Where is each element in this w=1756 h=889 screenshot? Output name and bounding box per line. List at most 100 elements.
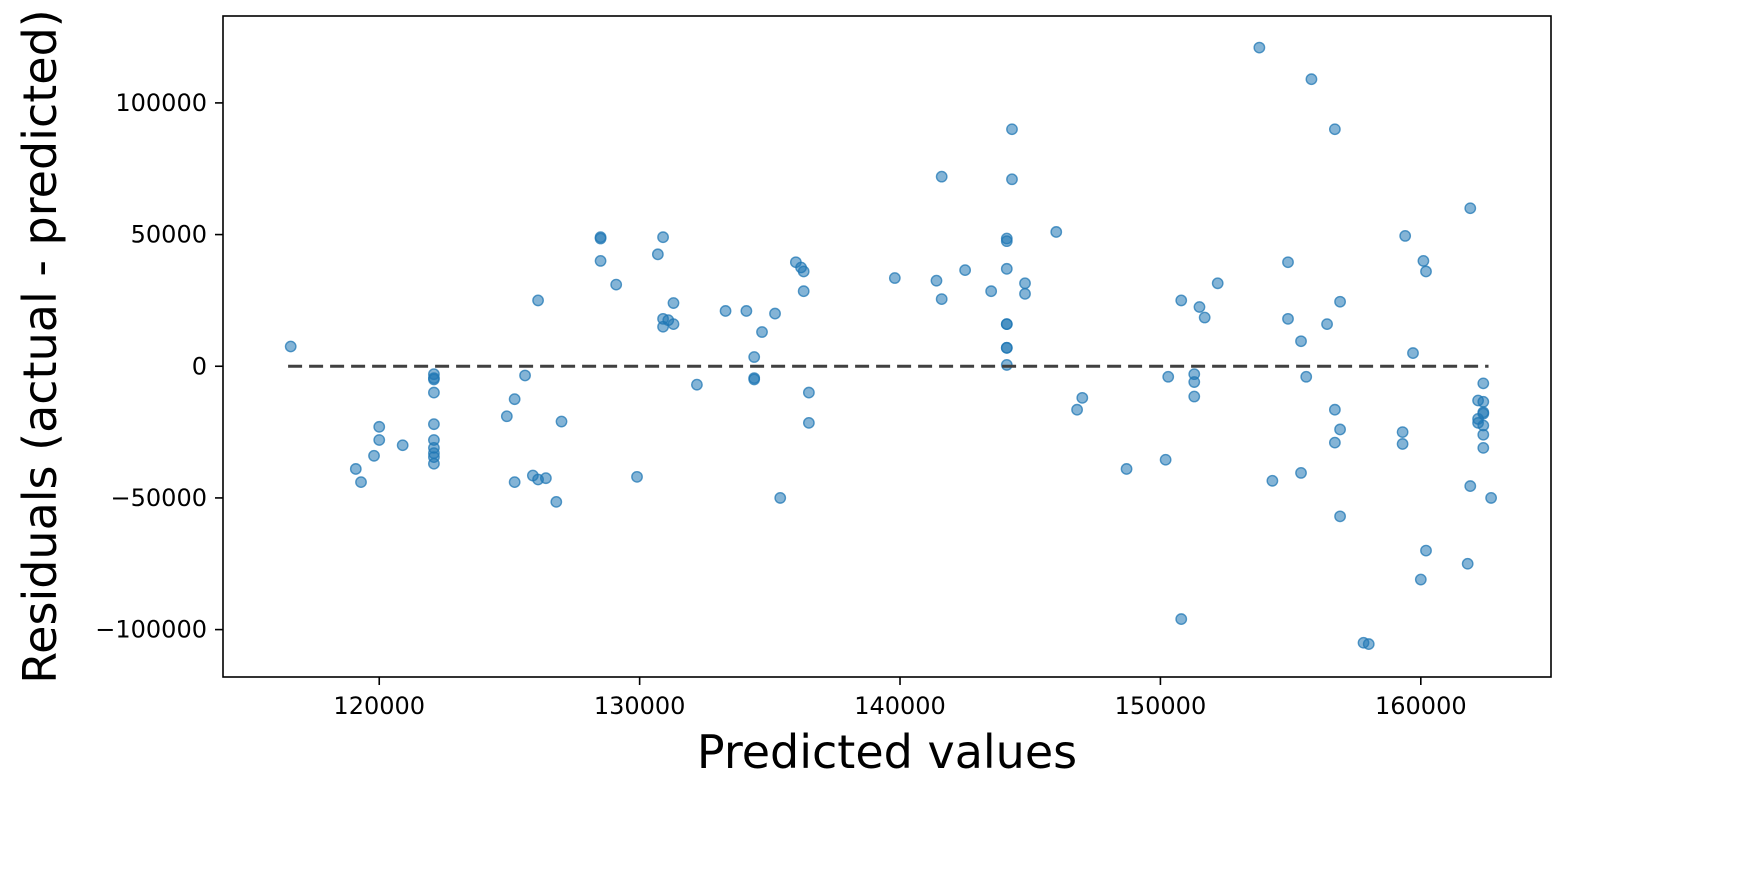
scatter-point-98 — [1334, 295, 1346, 308]
scatter-point-46 — [769, 307, 781, 320]
y-tick-label-3: 50000 — [131, 221, 207, 249]
scatter-point-39 — [691, 378, 703, 391]
scatter-point-11 — [428, 418, 440, 431]
scatter-point-88 — [1282, 256, 1294, 269]
scatter-point-70 — [1019, 277, 1031, 290]
y-tick-label-1: −50000 — [111, 484, 207, 512]
scatter-point-26 — [555, 415, 568, 428]
scatter-point-81 — [1188, 376, 1201, 388]
x-tick-label-2: 140000 — [854, 692, 946, 720]
x-tick-label-0: 120000 — [333, 692, 425, 720]
scatter-point-113 — [1464, 202, 1477, 215]
scatter-point-42 — [748, 351, 761, 363]
plot-area-frame — [222, 15, 1552, 678]
scatter-point-100 — [1334, 510, 1346, 523]
scatter-point-122 — [1477, 428, 1490, 441]
scatter-point-87 — [1266, 474, 1279, 487]
scatter-point-89 — [1282, 312, 1294, 325]
scatter-point-58 — [959, 264, 972, 277]
scatter-point-107 — [1414, 573, 1427, 586]
x-axis-label: Predicted values — [697, 725, 1077, 779]
scatter-point-32 — [651, 248, 664, 261]
x-axis-ticks: 120000 130000 140000 150000 160000 — [333, 677, 1467, 720]
scatter-point-55 — [930, 274, 943, 287]
scatter-point-78 — [1175, 294, 1188, 307]
scatter-point-30 — [610, 278, 623, 291]
scatter-point-90 — [1295, 467, 1307, 479]
y-tick-label-2: 0 — [192, 352, 207, 380]
scatter-point-95 — [1328, 123, 1341, 136]
scatter-point-44 — [748, 373, 761, 386]
scatter-point-85 — [1211, 277, 1224, 290]
x-tick-label-1: 130000 — [594, 692, 686, 720]
scatter-point-22 — [532, 294, 544, 307]
x-tick-label-4: 160000 — [1375, 692, 1467, 720]
scatter-point-96 — [1328, 403, 1341, 416]
scatter-point-83 — [1193, 301, 1206, 313]
scatter-point-19 — [508, 476, 521, 489]
scatter-point-29 — [594, 255, 607, 267]
scatter-point-38 — [667, 318, 680, 331]
scatter-point-106 — [1407, 347, 1419, 359]
scatter-point-124 — [1485, 492, 1498, 504]
scatter-point-117 — [1477, 377, 1490, 390]
scatter-point-51 — [797, 285, 810, 298]
scatter-point-82 — [1188, 390, 1201, 403]
scatter-point-4 — [373, 420, 386, 433]
scatter-point-33 — [657, 231, 669, 244]
scatter-point-20 — [519, 369, 531, 382]
scatter-point-112 — [1464, 480, 1477, 492]
scatter-point-61 — [1000, 235, 1013, 248]
scatter-point-104 — [1396, 438, 1409, 450]
scatter-point-91 — [1295, 335, 1307, 348]
scatter-point-24 — [539, 472, 552, 485]
scatter-point-77 — [1162, 370, 1175, 383]
scatter-point-68 — [1006, 123, 1018, 136]
scatter-point-108 — [1417, 255, 1430, 267]
y-axis-label: Residuals (actual - predicted) — [13, 9, 67, 683]
scatter-point-56 — [935, 293, 948, 305]
scatter-point-25 — [550, 495, 563, 508]
scatter-point-84 — [1198, 311, 1211, 324]
scatter-point-31 — [631, 470, 643, 483]
data-marks — [284, 41, 1498, 650]
scatter-point-72 — [1050, 226, 1063, 238]
scatter-point-99 — [1334, 423, 1346, 436]
scatter-point-71 — [1019, 287, 1031, 300]
scatter-point-1 — [349, 463, 362, 475]
scatter-point-110 — [1420, 544, 1432, 557]
scatter-point-6 — [396, 439, 409, 452]
y-axis-ticks: −100000 −50000 0 50000 100000 — [95, 89, 223, 644]
scatter-point-79 — [1175, 613, 1188, 625]
scatter-point-111 — [1461, 557, 1474, 570]
scatter-point-28 — [594, 232, 607, 245]
scatter-point-97 — [1328, 436, 1341, 449]
scatter-point-53 — [802, 416, 815, 429]
scatter-point-102 — [1362, 638, 1375, 650]
scatter-point-17 — [500, 410, 513, 423]
scatter-point-2 — [355, 476, 367, 489]
x-tick-label-3: 150000 — [1115, 692, 1207, 720]
scatter-point-59 — [985, 285, 998, 298]
scatter-point-62 — [1000, 262, 1013, 275]
scatter-point-93 — [1305, 73, 1318, 86]
scatter-point-40 — [719, 305, 732, 317]
scatter-point-16 — [428, 457, 440, 470]
y-tick-label-4: 100000 — [115, 89, 207, 117]
scatter-point-92 — [1300, 370, 1313, 383]
scatter-point-86 — [1253, 41, 1266, 54]
scatter-point-118 — [1477, 395, 1490, 408]
scatter-point-109 — [1420, 265, 1432, 278]
scatter-point-105 — [1399, 229, 1412, 242]
scatter-point-66 — [1000, 341, 1013, 354]
scatter-point-3 — [368, 449, 380, 462]
scatter-point-57 — [935, 170, 948, 183]
scatter-point-73 — [1071, 403, 1083, 416]
scatter-point-9 — [428, 373, 440, 386]
scatter-point-5 — [373, 434, 386, 446]
scatter-point-74 — [1076, 391, 1089, 404]
y-tick-label-0: −100000 — [95, 616, 207, 644]
scatter-point-94 — [1321, 318, 1333, 331]
